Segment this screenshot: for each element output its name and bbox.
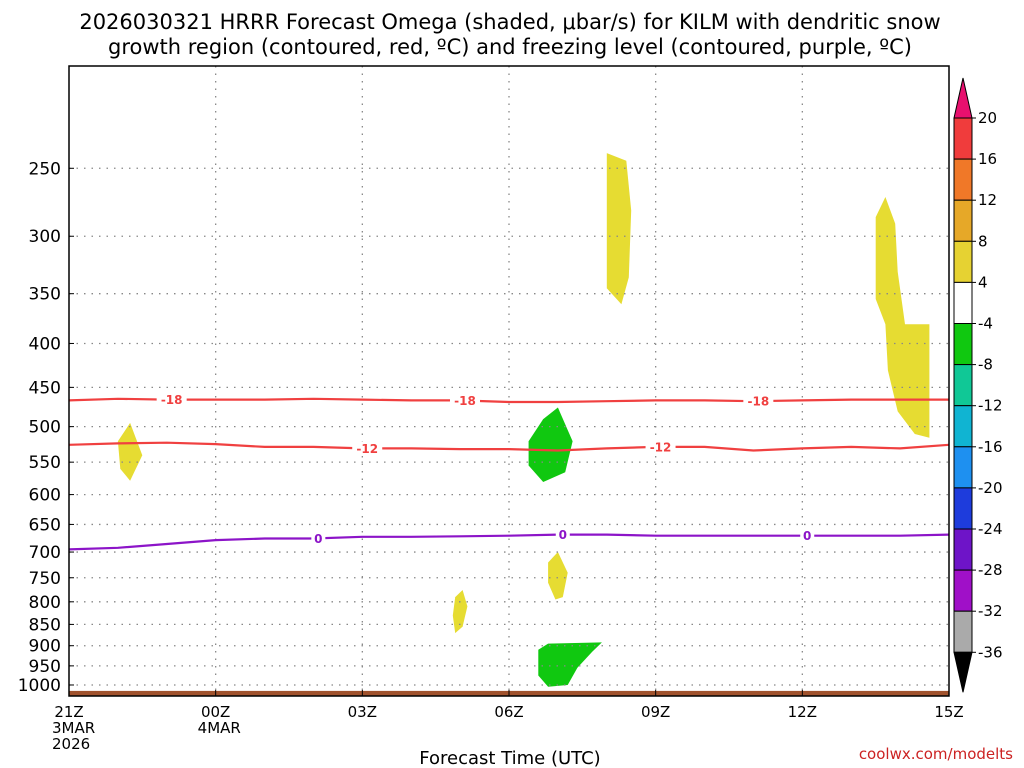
contour-label-bg xyxy=(800,528,815,543)
contour-label-0: 0 xyxy=(314,532,322,546)
x-axis-forecast-time: 21Z 3MAR 2026 00Z 4MAR 03Z 06Z 09Z 12Z 15Z xyxy=(52,690,964,753)
colorbar-swatch-2 xyxy=(953,158,973,201)
contour--18 xyxy=(68,397,949,404)
colorbar-swatch-11 xyxy=(953,528,973,571)
colorbar-swatch-3 xyxy=(953,199,973,242)
contour-label--18: -18 xyxy=(161,393,183,407)
x-tick-line: 06Z xyxy=(494,703,523,721)
contour-label--12: -12 xyxy=(650,440,672,454)
colorbar-swatch-9 xyxy=(953,446,973,489)
x-tick-label-3: 00Z 4MAR xyxy=(198,703,241,737)
x-tick-line: 15Z xyxy=(934,703,963,721)
colorbar-tick-label--24: -24 xyxy=(978,520,1003,538)
x-tick-line: 03Z xyxy=(348,703,377,721)
y-tick-label-350: 350 xyxy=(29,285,61,305)
contour-label-bg xyxy=(311,531,326,546)
x-tick-line: 3MAR xyxy=(52,719,95,737)
y-tick-label-500: 500 xyxy=(29,418,61,438)
y-axis-pressure: 2503003504004505005506006507007508008509… xyxy=(18,159,74,696)
contour-label-bg xyxy=(555,527,570,542)
y-tick-label-550: 550 xyxy=(29,453,61,473)
colorbar-tick-label--4: -4 xyxy=(978,315,993,333)
contour-label-bg xyxy=(743,394,774,409)
omega-region-0 xyxy=(117,422,143,481)
colorbar-swatch-7 xyxy=(953,364,973,407)
colorbar-swatch-13 xyxy=(953,610,973,653)
contour-label--18: -18 xyxy=(747,395,769,409)
colorbar-tick-label--32: -32 xyxy=(978,602,1003,620)
x-tick-label-12: 09Z xyxy=(641,703,670,721)
omega-region-4 xyxy=(548,552,568,600)
contour--12 xyxy=(68,441,950,452)
colorbar-tick-label-20: 20 xyxy=(978,109,997,127)
colorbar-tick-label--36: -36 xyxy=(978,643,1003,661)
colorbar-swatch-8 xyxy=(953,405,973,448)
y-tick-label-750: 750 xyxy=(29,569,61,589)
gridlines xyxy=(69,66,949,696)
x-tick-line: 00Z xyxy=(201,703,230,721)
chart-title-line-1: 2026030321 HRRR Forecast Omega (shaded, … xyxy=(79,10,940,34)
y-tick-label-900: 900 xyxy=(29,637,61,657)
y-tick-label-450: 450 xyxy=(29,378,61,398)
x-tick-label-6: 03Z xyxy=(348,703,377,721)
y-tick-label-700: 700 xyxy=(29,543,61,563)
omega-region-1 xyxy=(606,153,632,305)
contour-label--12: -12 xyxy=(356,442,378,456)
colorbar-swatch-4 xyxy=(953,240,973,283)
y-tick-label-300: 300 xyxy=(29,227,61,247)
y-tick-label-800: 800 xyxy=(29,593,61,613)
colorbar-top-triangle xyxy=(953,77,973,119)
x-tick-label-9: 06Z xyxy=(494,703,523,721)
colorbar-bottom-triangle xyxy=(953,651,973,693)
contour-label-0: 0 xyxy=(559,528,567,542)
contour-label-0: 0 xyxy=(803,529,811,543)
x-tick-line: 21Z xyxy=(54,703,83,721)
y-tick-label-400: 400 xyxy=(29,334,61,354)
contour-label-bg xyxy=(156,392,187,407)
y-tick-label-600: 600 xyxy=(29,486,61,506)
omega-region-2 xyxy=(875,197,930,438)
omega-region-6 xyxy=(538,642,602,687)
x-tick-line: 4MAR xyxy=(198,719,241,737)
colorbar-tick-label--8: -8 xyxy=(978,356,993,374)
colorbar-swatch-10 xyxy=(953,487,973,530)
colorbar-tick-label-16: 16 xyxy=(978,150,997,168)
x-tick-label-18: 15Z xyxy=(934,703,963,721)
contour-label-bg xyxy=(450,393,480,408)
colorbar-swatch-1 xyxy=(953,117,973,160)
y-tick-label-250: 250 xyxy=(29,159,61,179)
colorbar-tick-label--16: -16 xyxy=(978,438,1003,456)
x-tick-line: 2026 xyxy=(52,735,90,753)
colorbar-tick-label-8: 8 xyxy=(978,232,988,250)
x-axis-label: Forecast Time (UTC) xyxy=(419,748,600,768)
y-tick-label-950: 950 xyxy=(29,657,61,677)
chart-title-line-2: growth region (contoured, red, ºC) and f… xyxy=(108,35,912,59)
x-tick-label-15: 12Z xyxy=(788,703,817,721)
colorbar-tick-label-4: 4 xyxy=(978,273,988,291)
y-tick-label-850: 850 xyxy=(29,615,61,635)
x-tick-line: 12Z xyxy=(788,703,817,721)
x-tick-line: 09Z xyxy=(641,703,670,721)
colorbar: 20 16 12 8 4 -4 -8 -12 -16 -20 -24 -28 -32 -36 xyxy=(953,77,1003,693)
y-tick-label-1000: 1000 xyxy=(18,676,61,696)
temperature-contours: -18 -18 -18 -12 -12 0 0 0 xyxy=(68,392,950,551)
colorbar-tick-label-12: 12 xyxy=(978,191,997,209)
contour-label--18: -18 xyxy=(454,394,476,408)
omega-region-3 xyxy=(452,590,468,634)
y-tick-label-650: 650 xyxy=(29,515,61,535)
x-tick-label-0: 21Z 3MAR 2026 xyxy=(52,703,95,753)
colorbar-swatch-6 xyxy=(953,323,973,366)
colorbar-swatch-12 xyxy=(953,569,973,612)
colorbar-swatch-5 xyxy=(953,281,973,324)
colorbar-tick-label--28: -28 xyxy=(978,561,1003,579)
contour-label-bg xyxy=(645,439,676,454)
colorbar-tick-label--12: -12 xyxy=(978,397,1003,415)
omega-region-5 xyxy=(528,407,573,482)
omega-shading-layer xyxy=(117,153,930,687)
colorbar-tick-label--20: -20 xyxy=(978,479,1003,497)
credit-text: coolwx.com/modelts xyxy=(859,745,1013,763)
contour-label-bg xyxy=(352,441,383,456)
